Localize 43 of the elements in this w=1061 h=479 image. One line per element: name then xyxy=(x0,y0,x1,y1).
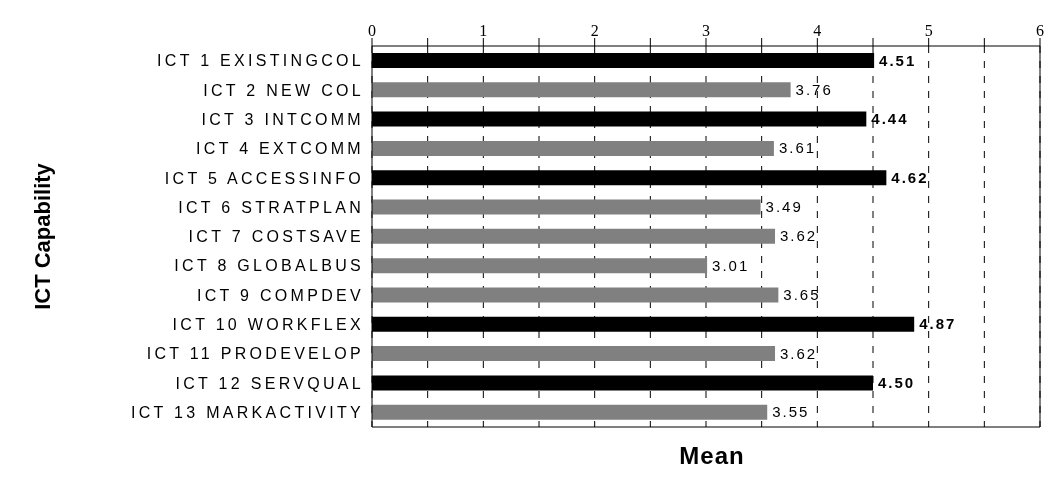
data-label: 3.65 xyxy=(783,285,821,303)
x-tick-label: 2 xyxy=(590,22,599,39)
data-label: 4.62 xyxy=(891,168,929,186)
bar xyxy=(372,228,776,244)
y-tick-label: ICT 9 COMPDEV xyxy=(196,286,364,304)
bar xyxy=(372,140,774,156)
y-axis-title: ICT Capability xyxy=(29,162,55,310)
y-tick-label: ICT 5 ACCESSINFO xyxy=(164,169,364,187)
data-label: 3.61 xyxy=(778,139,817,157)
data-label: 4.87 xyxy=(919,315,957,333)
x-tick-label: 1 xyxy=(479,22,488,39)
y-tick-label: ICT 10 WORKFLEX xyxy=(172,316,364,334)
data-label: 3.62 xyxy=(780,227,818,245)
bar xyxy=(372,346,776,362)
x-tick-label: 3 xyxy=(702,22,710,39)
data-label: 3.55 xyxy=(772,403,810,421)
y-tick-label: ICT 11 PRODEVELOP xyxy=(146,345,364,363)
y-tick-label: ICT 12 SERVQUAL xyxy=(175,374,364,392)
data-label: 3.49 xyxy=(765,198,803,216)
bar xyxy=(372,287,779,303)
y-tick-label: ICT 3 INTCOMM xyxy=(201,110,364,128)
data-label: 3.62 xyxy=(780,344,818,362)
bar xyxy=(372,82,791,98)
data-label: 4.44 xyxy=(871,110,909,128)
x-tick-label: 0 xyxy=(368,22,376,39)
x-tick-label: 6 xyxy=(1036,22,1044,39)
bar xyxy=(372,404,768,420)
bar xyxy=(372,199,761,215)
y-tick-label: ICT 8 GLOBALBUS xyxy=(174,257,364,275)
y-tick-label: ICT 1 EXISTINGCOL xyxy=(157,52,364,70)
x-tick-label: 5 xyxy=(924,22,933,39)
bar xyxy=(372,258,708,274)
y-tick-label: ICT 6 STRATPLAN xyxy=(178,198,364,216)
data-label: 3.01 xyxy=(712,256,750,274)
y-tick-label: ICT 2 NEW COL xyxy=(203,81,364,99)
y-tick-label: ICT 4 EXTCOMM xyxy=(196,140,364,158)
data-label: 4.51 xyxy=(879,51,917,69)
y-tick-label: ICT 13 MARKACTIVITY xyxy=(130,404,364,422)
data-label: 3.76 xyxy=(795,80,833,98)
x-axis-title: Mean xyxy=(679,442,745,470)
data-label: 4.50 xyxy=(878,373,916,391)
y-tick-label: ICT 7 COSTSAVE xyxy=(188,228,364,246)
x-tick-label: 4 xyxy=(813,22,822,39)
